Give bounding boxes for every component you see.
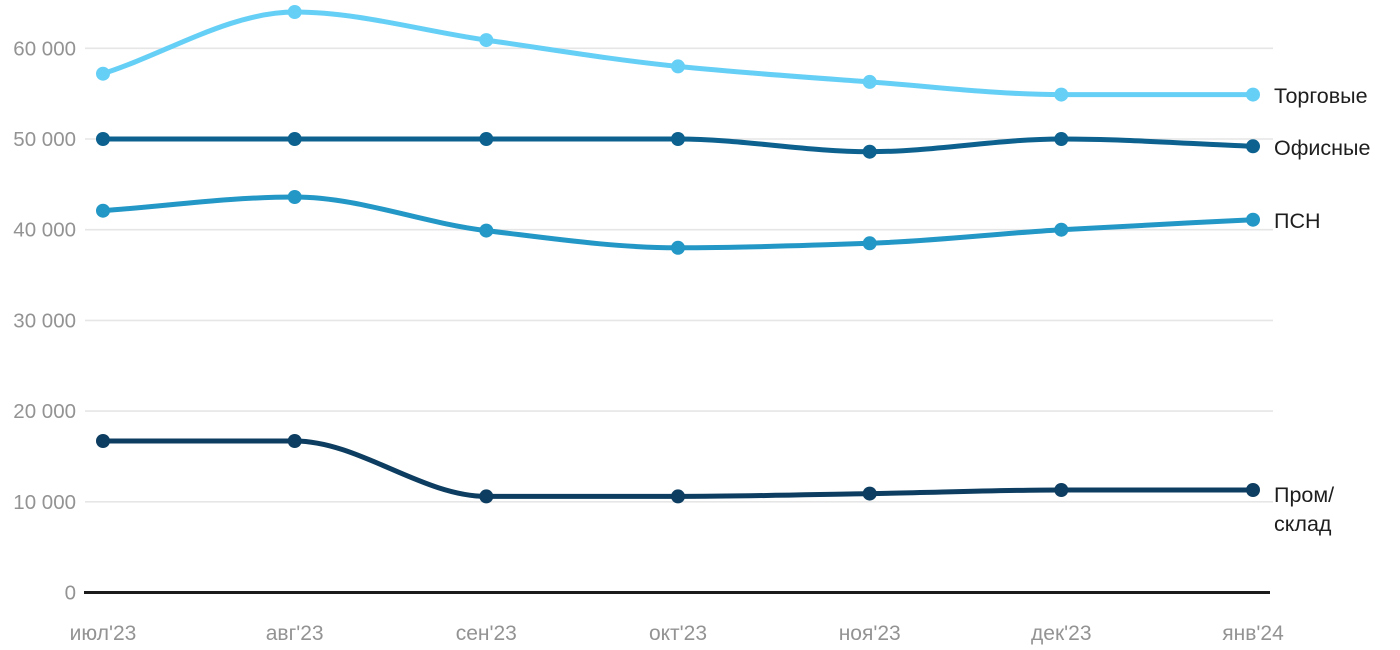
data-point-psn-4[interactable] bbox=[862, 236, 877, 251]
series-label-psn: ПСН bbox=[1274, 209, 1321, 233]
data-point-ofisnye-0[interactable] bbox=[96, 132, 110, 146]
data-point-psn-3[interactable] bbox=[671, 240, 685, 255]
series-points-psn bbox=[96, 190, 1260, 255]
series-points-prom-sklad bbox=[96, 434, 1260, 504]
data-point-torgovye-3[interactable] bbox=[671, 59, 685, 74]
data-point-psn-6[interactable] bbox=[1246, 212, 1260, 227]
data-point-ofisnye-6[interactable] bbox=[1246, 139, 1260, 154]
x-axis-tick-label: янв'24 bbox=[1222, 622, 1284, 645]
data-point-ofisnye-1[interactable] bbox=[287, 132, 302, 146]
series-label-line: склад bbox=[1274, 512, 1332, 536]
y-axis-tick-label: 20 000 bbox=[13, 400, 76, 423]
y-axis-tick-label: 10 000 bbox=[13, 491, 76, 514]
data-point-ofisnye-5[interactable] bbox=[1054, 132, 1069, 146]
series-label-line: Пром/ bbox=[1274, 483, 1334, 507]
y-axis-tick-label: 0 bbox=[65, 582, 76, 605]
x-axis-tick-label: ноя'23 bbox=[839, 622, 901, 645]
series-line-prom-sklad bbox=[100, 438, 1256, 499]
series-points-torgovye bbox=[96, 5, 1260, 102]
series-label-ofisnye: Офисные bbox=[1274, 136, 1370, 160]
y-axis-tick-label: 50 000 bbox=[13, 128, 76, 151]
x-axis-tick-labels: июл'23 авг'23 сен'23 окт'23 ноя'23 дек'23 янв'… bbox=[70, 622, 1284, 645]
data-point-prom-sklad-6[interactable] bbox=[1246, 483, 1260, 497]
data-point-ofisnye-4[interactable] bbox=[862, 144, 877, 159]
series-points-ofisnye bbox=[96, 132, 1260, 159]
gridlines bbox=[85, 47, 1273, 503]
data-point-ofisnye-3[interactable] bbox=[671, 132, 685, 146]
series-label-torgovye: Торговые bbox=[1274, 84, 1368, 108]
data-point-psn-5[interactable] bbox=[1054, 222, 1069, 237]
x-axis-tick-label: июл'23 bbox=[70, 622, 137, 645]
data-point-ofisnye-2[interactable] bbox=[479, 132, 494, 146]
data-point-torgovye-1[interactable] bbox=[287, 5, 302, 19]
data-point-prom-sklad-2[interactable] bbox=[479, 489, 494, 504]
data-point-torgovye-6[interactable] bbox=[1246, 87, 1260, 102]
x-axis-tick-label: авг'23 bbox=[266, 622, 324, 645]
data-point-prom-sklad-0[interactable] bbox=[96, 434, 110, 448]
x-axis-tick-label: сен'23 bbox=[456, 622, 517, 645]
series-line-torgovye bbox=[100, 9, 1256, 98]
data-point-torgovye-5[interactable] bbox=[1054, 87, 1069, 102]
x-axis-tick-label: окт'23 bbox=[649, 622, 707, 645]
series-label-prom-sklad: Пром/склад bbox=[1274, 483, 1334, 536]
x-axis-tick-label: дек'23 bbox=[1031, 622, 1092, 645]
y-axis-tick-labels: 0 10 000 20 000 30 000 40 000 50 000 60 000 bbox=[13, 37, 76, 604]
y-axis-tick-label: 40 000 bbox=[13, 219, 76, 242]
y-axis-tick-label: 30 000 bbox=[13, 309, 76, 332]
data-point-prom-sklad-3[interactable] bbox=[671, 489, 685, 504]
data-point-prom-sklad-5[interactable] bbox=[1054, 483, 1069, 497]
data-point-psn-1[interactable] bbox=[287, 190, 302, 204]
data-point-torgovye-2[interactable] bbox=[479, 33, 494, 48]
series-line-psn bbox=[100, 194, 1256, 251]
data-point-psn-2[interactable] bbox=[479, 223, 494, 238]
y-axis-tick-label: 60 000 bbox=[13, 37, 76, 60]
data-point-psn-0[interactable] bbox=[96, 203, 110, 218]
data-point-torgovye-4[interactable] bbox=[862, 74, 877, 89]
data-point-prom-sklad-1[interactable] bbox=[287, 434, 302, 448]
data-point-prom-sklad-4[interactable] bbox=[862, 486, 877, 501]
data-point-torgovye-0[interactable] bbox=[96, 66, 110, 81]
